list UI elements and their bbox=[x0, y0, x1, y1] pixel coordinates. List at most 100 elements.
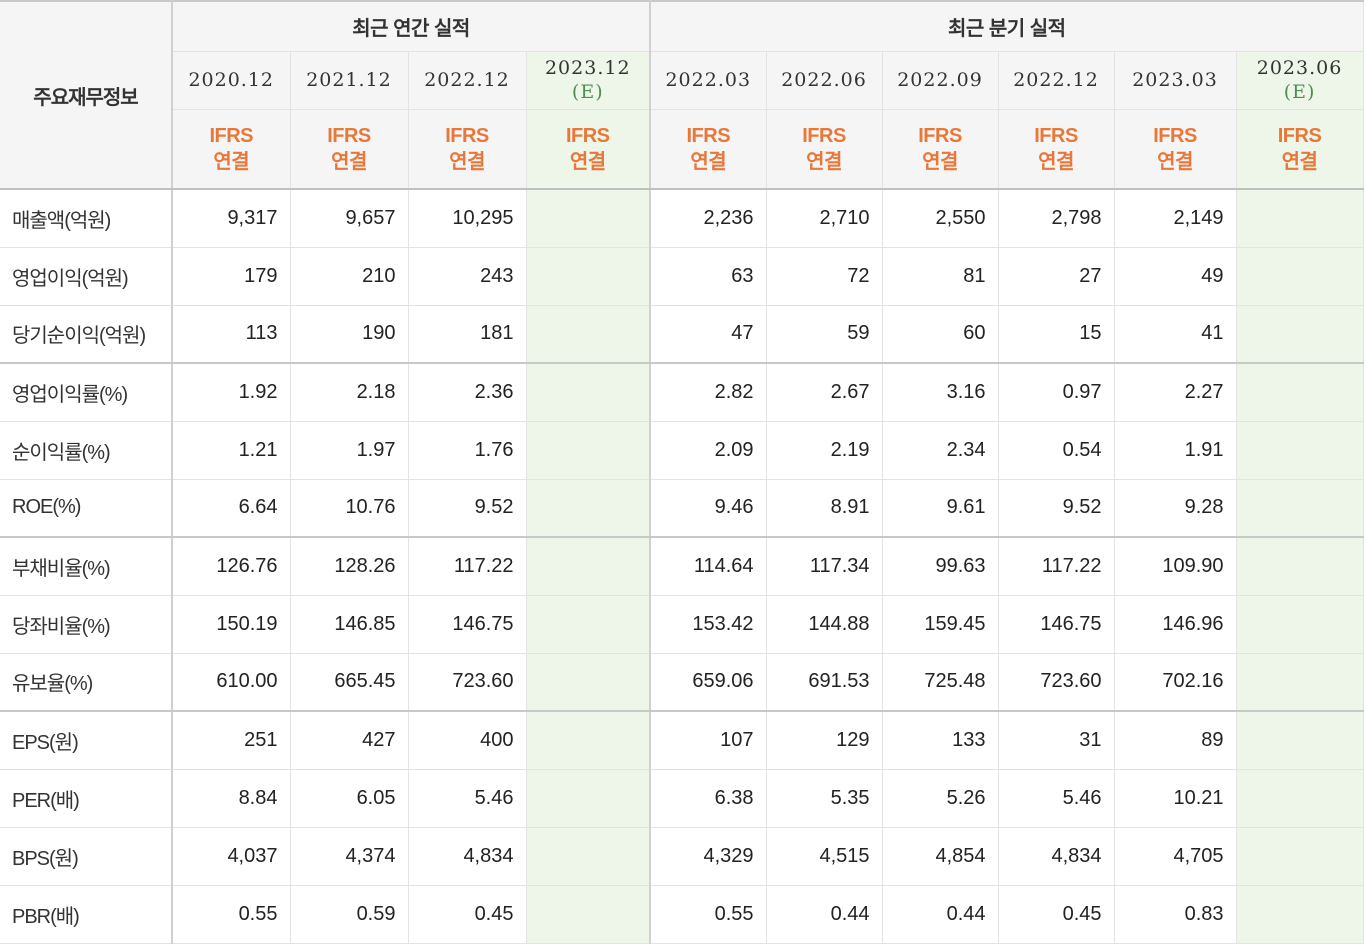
annual-value-cell bbox=[526, 305, 652, 364]
quarter-value-cell: 117.22 bbox=[998, 537, 1115, 596]
table-row: ROE(%) 6.64 10.76 9.52 9.46 8.91 9.61 9.52 9.28 bbox=[0, 479, 1364, 538]
annual-date-3-estimate: 2023.12 (E) bbox=[526, 51, 652, 110]
quarter-date-2: 2022.09 bbox=[882, 51, 999, 110]
annual-value-cell: 146.85 bbox=[290, 595, 409, 654]
annual-value-cell: 128.26 bbox=[290, 537, 409, 596]
quarter-value-cell: 2.09 bbox=[650, 421, 767, 480]
quarter-value-cell: 9.28 bbox=[1114, 479, 1237, 538]
quarter-value-cell: 4,854 bbox=[882, 827, 999, 886]
quarter-value-cell bbox=[1236, 479, 1364, 538]
quarter-value-cell: 2.19 bbox=[766, 421, 883, 480]
annual-value-cell: 0.55 bbox=[172, 885, 291, 944]
table-body: 매출액(억원) 9,317 9,657 10,295 2,236 2,710 2,550 2,… bbox=[0, 189, 1364, 944]
quarter-value-cell: 2,550 bbox=[882, 189, 999, 248]
quarter-value-cell: 0.97 bbox=[998, 363, 1115, 422]
ifrs-badge: IFRS 연결 bbox=[1236, 109, 1364, 190]
quarter-value-cell: 49 bbox=[1114, 247, 1237, 306]
estimate-marker: (E) bbox=[571, 81, 604, 103]
table-row: 부채비율(%) 126.76 128.26 117.22 114.64 117.34 99.… bbox=[0, 537, 1364, 596]
quarter-value-cell: 31 bbox=[998, 711, 1115, 770]
quarter-value-cell: 2,710 bbox=[766, 189, 883, 248]
row-label: EPS(원) bbox=[0, 711, 173, 770]
table-row: 매출액(억원) 9,317 9,657 10,295 2,236 2,710 2,550 2,… bbox=[0, 189, 1364, 248]
quarter-value-cell: 6.38 bbox=[650, 769, 767, 828]
annual-value-cell bbox=[526, 189, 652, 248]
quarter-value-cell: 2,236 bbox=[650, 189, 767, 248]
annual-value-cell bbox=[526, 595, 652, 654]
annual-value-cell: 251 bbox=[172, 711, 291, 770]
annual-value-cell: 5.46 bbox=[408, 769, 527, 828]
quarter-value-cell bbox=[1236, 711, 1364, 770]
annual-value-cell: 1.92 bbox=[172, 363, 291, 422]
row-label: BPS(원) bbox=[0, 827, 173, 886]
ifrs-badge: IFRS 연결 bbox=[766, 109, 883, 190]
annual-value-cell: 1.76 bbox=[408, 421, 527, 480]
row-label: 유보율(%) bbox=[0, 653, 173, 712]
row-label: 영업이익률(%) bbox=[0, 363, 173, 422]
annual-value-cell: 4,834 bbox=[408, 827, 527, 886]
table-row: 유보율(%) 610.00 665.45 723.60 659.06 691.53 725.… bbox=[0, 653, 1364, 712]
table-row: 영업이익률(%) 1.92 2.18 2.36 2.82 2.67 3.16 0.97 2.27 bbox=[0, 363, 1364, 422]
annual-value-cell: 8.84 bbox=[172, 769, 291, 828]
annual-value-cell: 723.60 bbox=[408, 653, 527, 712]
quarter-value-cell: 109.90 bbox=[1114, 537, 1237, 596]
annual-value-cell: 126.76 bbox=[172, 537, 291, 596]
quarter-date-4: 2023.03 bbox=[1114, 51, 1237, 110]
annual-date-0: 2020.12 bbox=[172, 51, 291, 110]
quarter-value-cell: 723.60 bbox=[998, 653, 1115, 712]
quarter-value-cell: 4,329 bbox=[650, 827, 767, 886]
quarter-date-5-estimate: 2023.06 (E) bbox=[1236, 51, 1364, 110]
quarter-value-cell: 0.45 bbox=[998, 885, 1115, 944]
ifrs-badge: IFRS 연결 bbox=[290, 109, 409, 190]
annual-value-cell: 0.59 bbox=[290, 885, 409, 944]
quarter-value-cell: 5.46 bbox=[998, 769, 1115, 828]
quarter-value-cell: 146.75 bbox=[998, 595, 1115, 654]
quarter-value-cell: 117.34 bbox=[766, 537, 883, 596]
table-corner-title: 주요재무정보 bbox=[0, 1, 173, 190]
quarter-value-cell: 133 bbox=[882, 711, 999, 770]
annual-value-cell bbox=[526, 711, 652, 770]
table-row: BPS(원) 4,037 4,374 4,834 4,329 4,515 4,854 4,83… bbox=[0, 827, 1364, 886]
quarter-value-cell: 0.44 bbox=[766, 885, 883, 944]
annual-value-cell: 9.52 bbox=[408, 479, 527, 538]
quarter-value-cell: 4,705 bbox=[1114, 827, 1237, 886]
annual-value-cell: 10.76 bbox=[290, 479, 409, 538]
annual-value-cell: 427 bbox=[290, 711, 409, 770]
quarter-value-cell: 4,834 bbox=[998, 827, 1115, 886]
quarter-value-cell: 2,149 bbox=[1114, 189, 1237, 248]
annual-value-cell bbox=[526, 537, 652, 596]
quarter-value-cell: 691.53 bbox=[766, 653, 883, 712]
annual-value-cell: 2.36 bbox=[408, 363, 527, 422]
row-label: 매출액(억원) bbox=[0, 189, 173, 248]
table-row: 순이익률(%) 1.21 1.97 1.76 2.09 2.19 2.34 0.54 1.91 bbox=[0, 421, 1364, 480]
quarter-value-cell: 0.55 bbox=[650, 885, 767, 944]
table-row: 당기순이익(억원) 113 190 181 47 59 60 15 41 bbox=[0, 305, 1364, 364]
annual-value-cell bbox=[526, 247, 652, 306]
annual-value-cell bbox=[526, 653, 652, 712]
annual-value-cell: 146.75 bbox=[408, 595, 527, 654]
quarter-value-cell: 144.88 bbox=[766, 595, 883, 654]
annual-value-cell: 10,295 bbox=[408, 189, 527, 248]
annual-value-cell: 179 bbox=[172, 247, 291, 306]
annual-value-cell: 610.00 bbox=[172, 653, 291, 712]
annual-value-cell bbox=[526, 769, 652, 828]
quarter-value-cell bbox=[1236, 189, 1364, 248]
quarter-value-cell: 0.54 bbox=[998, 421, 1115, 480]
quarter-value-cell: 0.83 bbox=[1114, 885, 1237, 944]
row-label: 당좌비율(%) bbox=[0, 595, 173, 654]
table-row: 영업이익(억원) 179 210 243 63 72 81 27 49 bbox=[0, 247, 1364, 306]
table-row: EPS(원) 251 427 400 107 129 133 31 89 bbox=[0, 711, 1364, 770]
annual-value-cell: 117.22 bbox=[408, 537, 527, 596]
annual-value-cell bbox=[526, 421, 652, 480]
annual-value-cell: 113 bbox=[172, 305, 291, 364]
row-label: ROE(%) bbox=[0, 479, 173, 538]
annual-value-cell: 150.19 bbox=[172, 595, 291, 654]
annual-value-cell: 400 bbox=[408, 711, 527, 770]
annual-value-cell: 243 bbox=[408, 247, 527, 306]
quarter-value-cell: 10.21 bbox=[1114, 769, 1237, 828]
annual-value-cell: 6.64 bbox=[172, 479, 291, 538]
annual-value-cell: 4,374 bbox=[290, 827, 409, 886]
quarter-value-cell: 2.67 bbox=[766, 363, 883, 422]
quarter-value-cell: 99.63 bbox=[882, 537, 999, 596]
